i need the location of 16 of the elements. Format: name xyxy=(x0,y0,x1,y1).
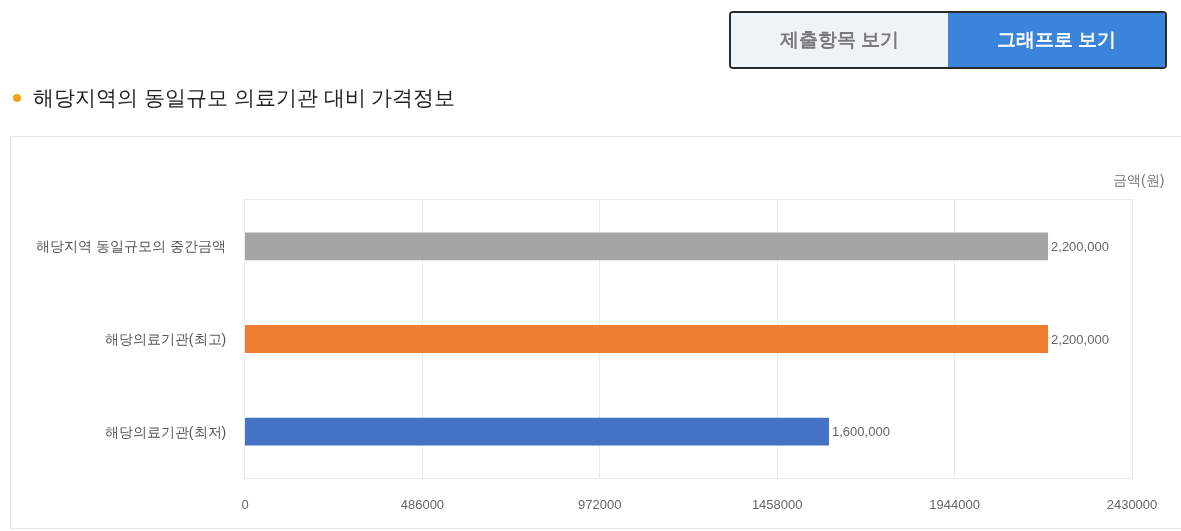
x-tick-label: 1458000 xyxy=(751,496,803,512)
data-label: 2,200,000 xyxy=(1051,331,1109,347)
text: 그래프로 보기 xyxy=(948,13,1165,67)
x-tick-label: 1944000 xyxy=(929,496,980,512)
y-tick-label: 해당지역 동일규모의 중간금액 xyxy=(36,238,227,255)
text: 제출항목 보기 xyxy=(731,13,948,67)
y-tick-label: 해당의료기관(최고) xyxy=(104,330,227,347)
x-tick-label: 2430000 xyxy=(1106,496,1158,512)
x-tick-label: 972000 xyxy=(578,496,622,512)
x-tick-label: 486000 xyxy=(400,496,445,512)
x-axis-title: 금액(원) xyxy=(1113,172,1165,188)
x-tick-label: 0 xyxy=(241,496,249,512)
data-label: 2,200,000 xyxy=(1051,238,1109,254)
y-tick-label: 해당의료기관(최저) xyxy=(104,423,227,440)
data-label: 1,600,000 xyxy=(832,424,890,440)
chart-title: 해당지역의 동일규모 의료기관 대비 가격정보 xyxy=(33,85,456,111)
